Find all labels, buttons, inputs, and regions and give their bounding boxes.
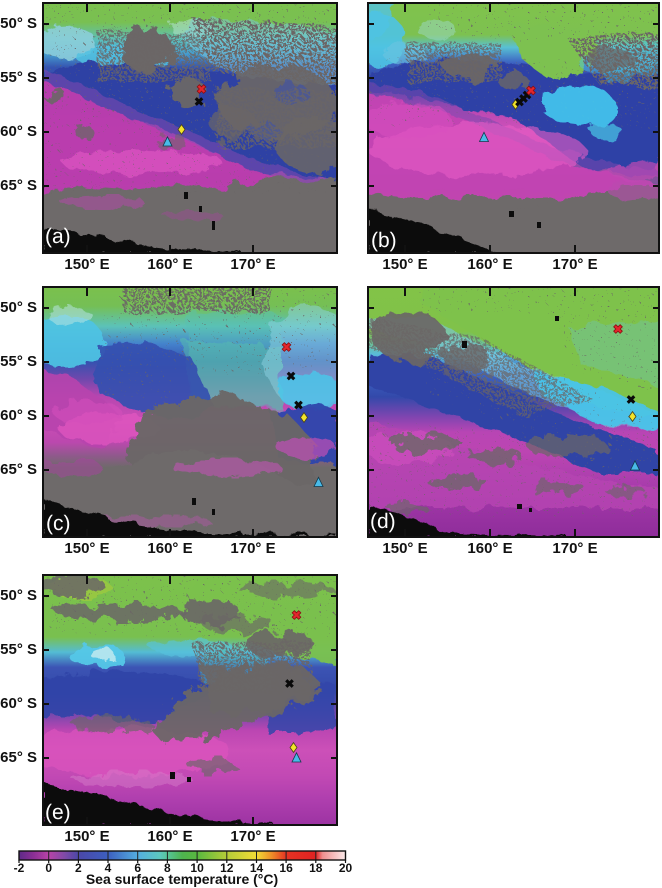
svg-text:(a): (a) <box>45 225 71 248</box>
svg-text:20: 20 <box>339 861 353 875</box>
svg-text:(d): (d) <box>370 510 396 533</box>
svg-text:8: 8 <box>164 861 171 875</box>
svg-text:12: 12 <box>220 861 234 875</box>
svg-text:Sea surface temperature (°C): Sea surface temperature (°C) <box>86 871 278 887</box>
svg-text:(c): (c) <box>46 512 71 535</box>
svg-text:(e): (e) <box>45 801 71 824</box>
svg-text:0: 0 <box>45 861 52 875</box>
svg-text:16: 16 <box>279 861 293 875</box>
svg-text:4: 4 <box>105 861 112 875</box>
svg-text:-2: -2 <box>14 861 25 875</box>
svg-text:14: 14 <box>250 861 264 875</box>
svg-text:2: 2 <box>75 861 82 875</box>
svg-text:(b): (b) <box>371 229 397 252</box>
svg-text:6: 6 <box>134 861 141 875</box>
svg-text:18: 18 <box>309 861 323 875</box>
svg-text:10: 10 <box>190 861 204 875</box>
